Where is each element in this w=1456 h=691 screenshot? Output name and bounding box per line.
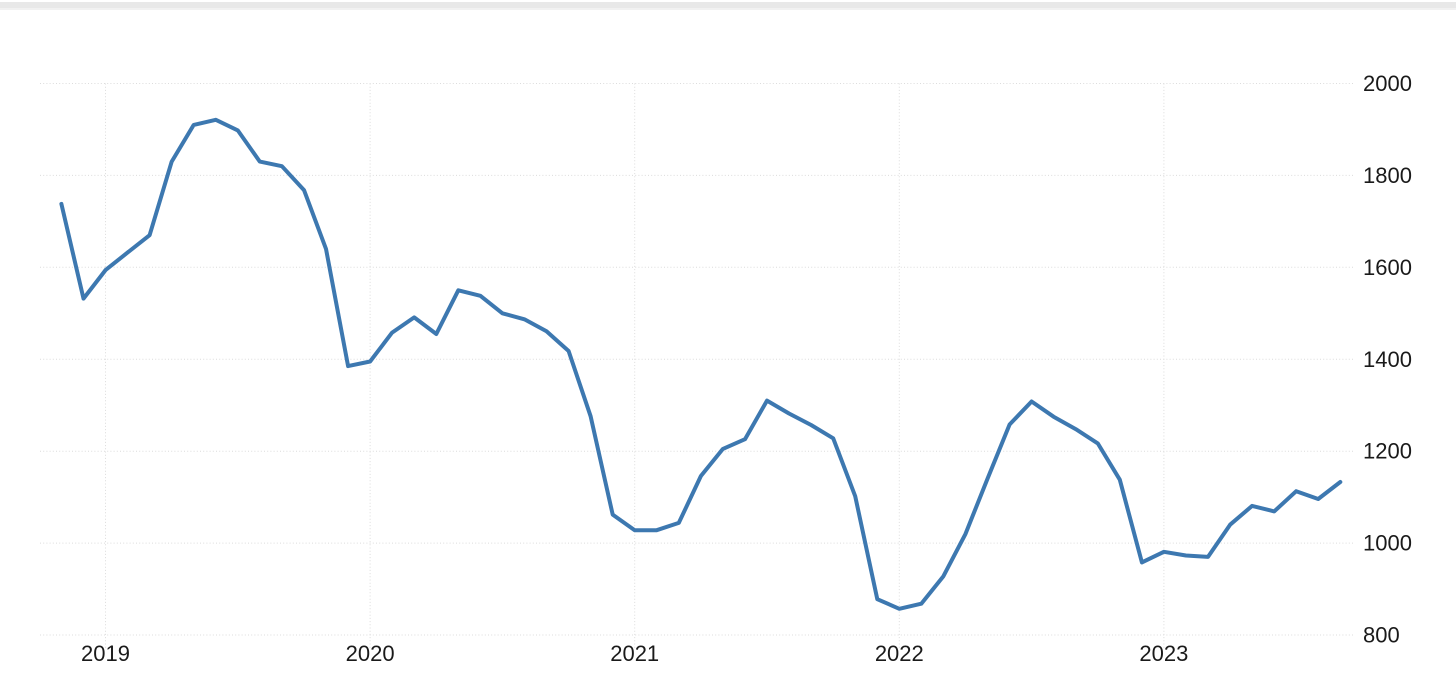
y-tick-label: 2000 <box>1363 71 1412 96</box>
axis-labels: 2000 1800 1600 1400 1200 1000 800 2019 2020 2021 2… <box>81 71 1412 666</box>
y-tick-label: 1800 <box>1363 163 1412 188</box>
y-tick-label: 1400 <box>1363 347 1412 372</box>
y-tick-label: 1000 <box>1363 531 1412 556</box>
x-tick-label: 2021 <box>610 641 659 666</box>
x-tick-label: 2022 <box>875 641 924 666</box>
x-tick-label: 2020 <box>346 641 395 666</box>
data-line-series <box>59 117 1343 611</box>
horizontal-scrollbar[interactable] <box>0 2 1456 10</box>
y-tick-label: 1200 <box>1363 439 1412 464</box>
x-tick-label: 2023 <box>1139 641 1188 666</box>
y-tick-label: 1600 <box>1363 255 1412 280</box>
x-tick-label: 2019 <box>81 641 130 666</box>
gridlines <box>40 83 1355 648</box>
y-tick-label: 800 <box>1363 623 1400 648</box>
